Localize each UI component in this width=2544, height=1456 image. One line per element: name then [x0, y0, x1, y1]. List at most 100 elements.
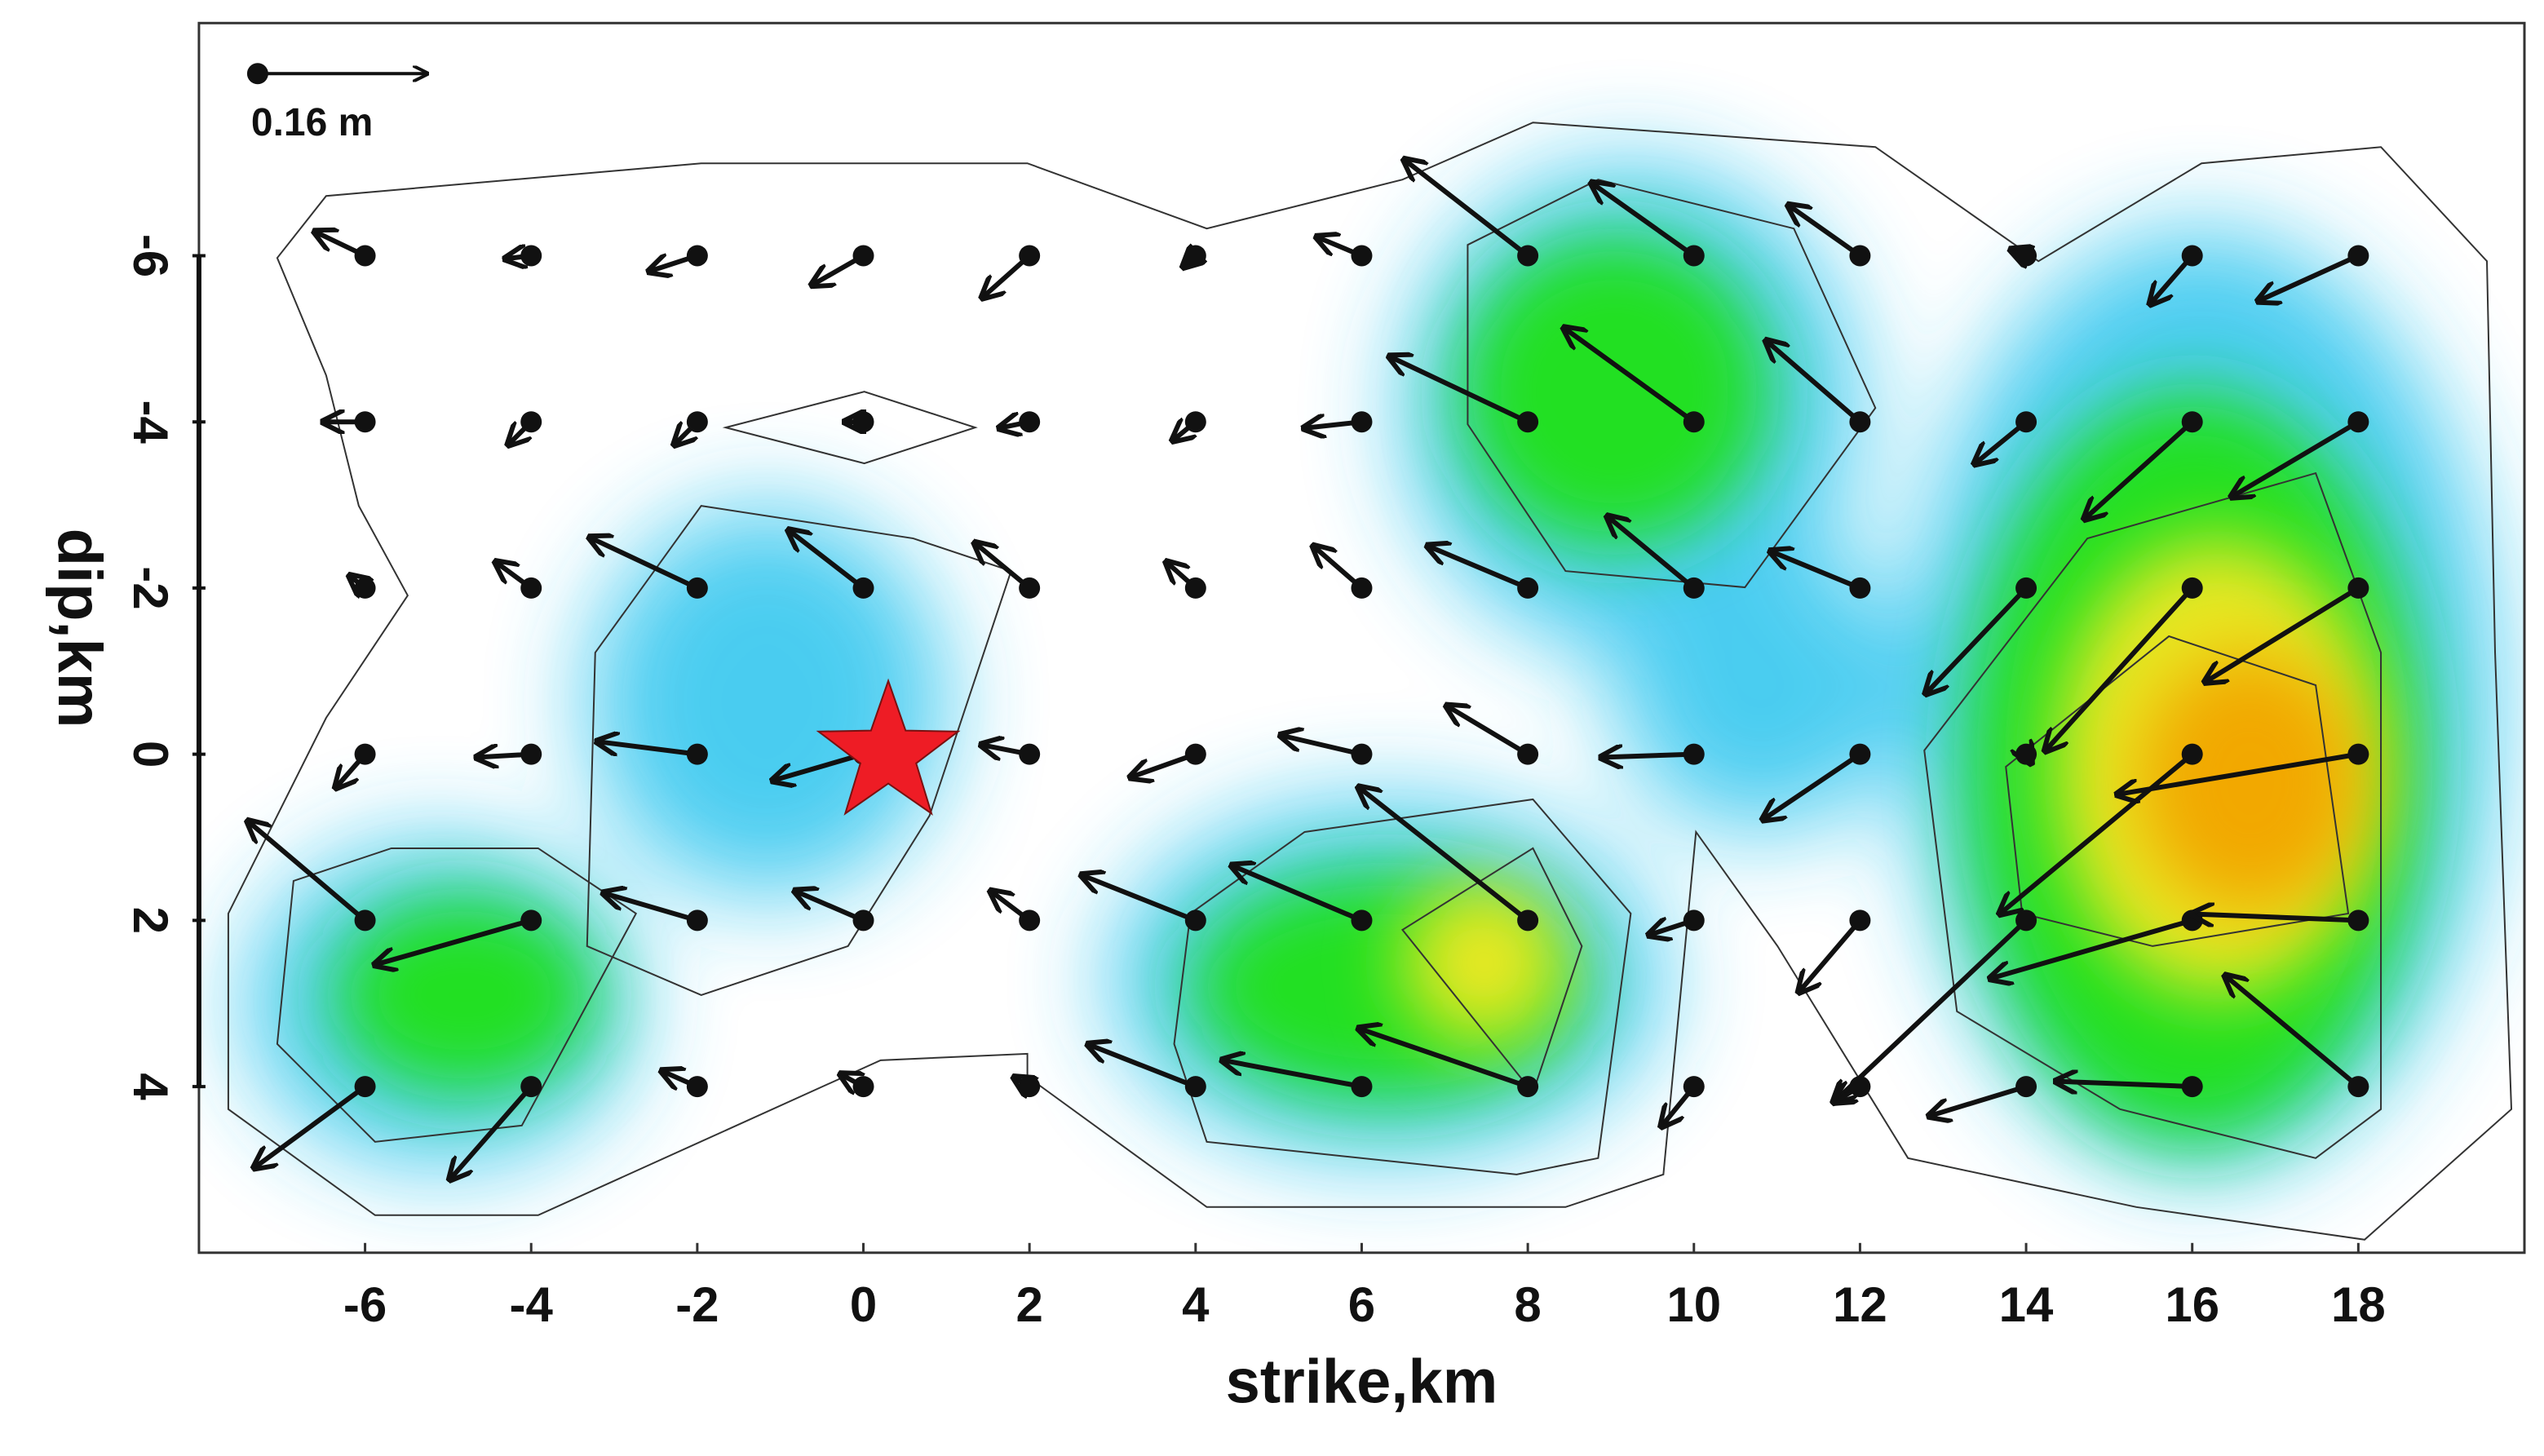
slip-arrow — [1591, 183, 1696, 258]
grid-point — [1351, 1076, 1373, 1098]
grid-point — [2015, 909, 2037, 932]
y-tick-label: -4 — [123, 401, 178, 445]
slip-arrow — [1926, 586, 2029, 694]
grid-point — [520, 1076, 542, 1098]
slip-arrow — [1313, 546, 1364, 591]
x-tick-label: 2 — [1015, 1277, 1042, 1332]
grid-point — [1683, 909, 1705, 932]
y-tick-label: 2 — [123, 907, 178, 934]
x-tick-label: 12 — [1833, 1277, 1887, 1332]
grid-point — [1019, 1076, 1041, 1098]
grid-point — [852, 1076, 874, 1098]
grid-point — [520, 577, 542, 599]
grid-point — [1517, 411, 1539, 433]
slip-arrow — [2192, 914, 2359, 921]
grid-point — [2347, 1076, 2369, 1098]
slip-arrow — [247, 821, 367, 923]
grid-point — [2181, 577, 2203, 599]
grid-point — [852, 577, 874, 599]
slip-arrow — [2150, 254, 2194, 304]
slip-arrow — [1358, 1029, 1529, 1089]
grid-point — [1351, 411, 1373, 433]
grid-point — [354, 909, 376, 932]
x-tick-label: 16 — [2165, 1277, 2219, 1332]
grid-point — [2015, 411, 2037, 433]
grid-point — [520, 245, 542, 267]
grid-point — [1849, 577, 1871, 599]
slip-arrow — [975, 542, 1032, 591]
slip-arrow — [1446, 706, 1529, 757]
grid-point — [1184, 743, 1206, 765]
grid-point — [2015, 577, 2037, 599]
grid-point — [2015, 1076, 2037, 1098]
slip-arrow — [2225, 976, 2360, 1089]
slip-arrow — [589, 538, 699, 591]
grid-point — [354, 1076, 376, 1098]
grid-point — [2347, 909, 2369, 932]
grid-point — [354, 245, 376, 267]
grid-point — [1184, 1076, 1206, 1098]
grid-point — [2347, 245, 2369, 267]
x-tick-label: 6 — [1348, 1277, 1375, 1332]
grid-point — [1683, 577, 1705, 599]
slip-arrow — [374, 918, 533, 965]
grid-point — [2347, 577, 2369, 599]
slip-arrow — [254, 1084, 367, 1168]
x-tick-label: 18 — [2331, 1277, 2386, 1332]
grid-point — [2347, 411, 2369, 433]
slip-arrow — [1763, 752, 1862, 821]
grid-point — [1517, 743, 1539, 765]
grid-point — [1351, 245, 1373, 267]
slip-arrow — [1358, 787, 1529, 923]
slip-arrow — [1607, 516, 1696, 591]
slip-arrow — [1600, 755, 1694, 758]
grid-point — [852, 245, 874, 267]
x-tick-label: 14 — [1999, 1277, 2054, 1332]
slip-arrow — [2117, 751, 2359, 794]
grid-point — [686, 577, 708, 599]
grid-point — [852, 411, 874, 433]
grid-point — [354, 743, 376, 765]
grid-point — [1683, 743, 1705, 765]
slip-arrow — [2055, 1082, 2192, 1086]
grid-point — [1351, 909, 1373, 932]
grid-point — [2181, 245, 2203, 267]
x-tick-label: 8 — [1514, 1277, 1541, 1332]
grid-point — [2181, 411, 2203, 433]
y-tick-label: -2 — [123, 566, 178, 609]
slip-arrow — [1989, 918, 2193, 978]
y-tick-label: 0 — [123, 741, 178, 768]
scale-label: 0.16 m — [251, 101, 373, 144]
grid-point — [1351, 577, 1373, 599]
x-axis-label: strike,km — [1226, 1348, 1498, 1417]
x-tick-label: 4 — [1182, 1277, 1210, 1332]
slip-arrow — [2084, 419, 2194, 520]
slip-arrow — [1087, 1044, 1197, 1089]
grid-point — [520, 743, 542, 765]
grid-point — [1019, 577, 1041, 599]
grid-point — [2181, 743, 2203, 765]
grid-point — [686, 1076, 708, 1098]
grid-point — [1849, 1076, 1871, 1098]
y-axis-label: dip,km — [45, 529, 114, 728]
grid-point — [1849, 743, 1871, 765]
grid-point — [686, 245, 708, 267]
x-tick-label: -2 — [675, 1277, 719, 1332]
x-tick-label: -4 — [510, 1277, 554, 1332]
epicenter-star — [816, 678, 961, 816]
grid-point — [852, 909, 874, 932]
x-tick-label: 0 — [850, 1277, 877, 1332]
grid-point — [2347, 743, 2369, 765]
slip-arrow — [449, 1085, 533, 1179]
slip-arrow — [1974, 419, 2028, 464]
grid-point — [1517, 577, 1539, 599]
x-tick-label: -6 — [343, 1277, 387, 1332]
slip-arrow — [1130, 751, 1197, 778]
slip-arrow — [1222, 1060, 1363, 1090]
grid-point — [1184, 411, 1206, 433]
grid-point — [1019, 743, 1041, 765]
slip-arrow — [1766, 340, 1862, 424]
grid-point — [2181, 1076, 2203, 1098]
slip-arrow — [596, 741, 698, 757]
